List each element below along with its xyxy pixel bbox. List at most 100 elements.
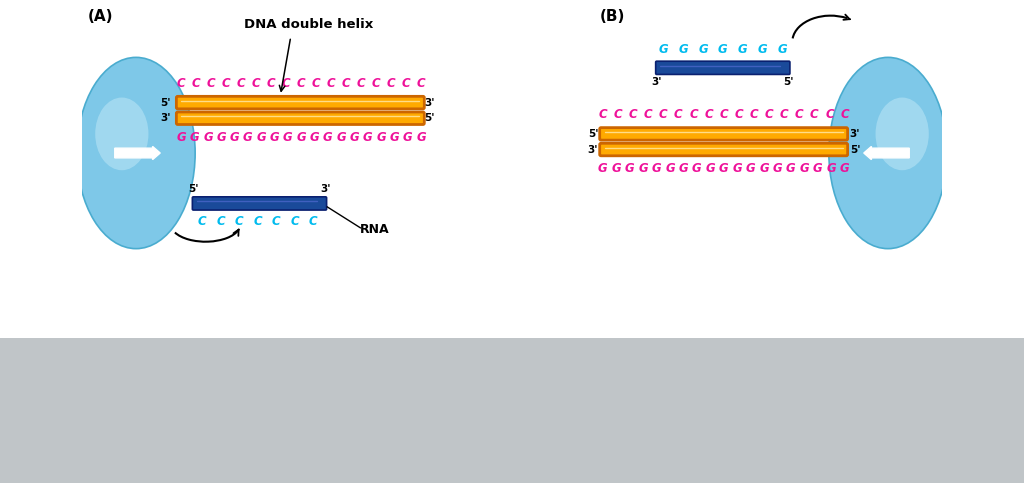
Text: C: C	[282, 77, 291, 90]
Text: G: G	[417, 131, 426, 144]
Text: G: G	[189, 131, 200, 144]
Text: C: C	[825, 108, 834, 121]
Text: an RNA polymerase that moves from
left to right makes RNA by using the
bottom st: an RNA polymerase that moves from left t…	[109, 386, 383, 435]
Ellipse shape	[77, 57, 196, 249]
Text: C: C	[417, 77, 426, 90]
FancyBboxPatch shape	[517, 342, 1019, 480]
Text: C: C	[613, 108, 623, 121]
Text: C: C	[291, 215, 299, 228]
Text: G: G	[364, 131, 373, 144]
Text: G: G	[216, 131, 226, 144]
Text: 5': 5'	[188, 184, 199, 194]
Text: G: G	[698, 43, 708, 56]
Text: G: G	[283, 131, 293, 144]
Text: RNA: RNA	[360, 223, 390, 236]
Text: C: C	[372, 77, 381, 90]
Text: 5': 5'	[425, 113, 435, 123]
Text: C: C	[387, 77, 395, 90]
FancyBboxPatch shape	[176, 96, 424, 109]
Text: 5': 5'	[783, 77, 795, 87]
Text: G: G	[377, 131, 386, 144]
FancyBboxPatch shape	[176, 112, 424, 125]
FancyBboxPatch shape	[0, 342, 497, 480]
Text: C: C	[312, 77, 321, 90]
Text: G: G	[638, 162, 648, 175]
Text: C: C	[734, 108, 743, 121]
Text: G: G	[598, 162, 607, 175]
Text: 3': 3'	[161, 113, 171, 123]
Text: C: C	[342, 77, 350, 90]
Text: 3': 3'	[425, 98, 435, 108]
Text: C: C	[841, 108, 849, 121]
Text: C: C	[267, 77, 275, 90]
Text: G: G	[229, 131, 240, 144]
FancyArrow shape	[115, 146, 160, 159]
Text: G: G	[243, 131, 253, 144]
Text: G: G	[719, 162, 728, 175]
Text: G: G	[176, 131, 186, 144]
Text: C: C	[779, 108, 788, 121]
Text: G: G	[772, 162, 782, 175]
Text: G: G	[813, 162, 822, 175]
Text: C: C	[689, 108, 697, 121]
Text: G: G	[337, 131, 346, 144]
Text: G: G	[758, 43, 767, 56]
Text: G: G	[611, 162, 621, 175]
Text: G: G	[651, 162, 662, 175]
Ellipse shape	[828, 57, 947, 249]
Text: C: C	[719, 108, 728, 121]
Text: G: G	[309, 131, 319, 144]
Text: G: G	[679, 43, 688, 56]
Text: (A): (A)	[87, 9, 113, 24]
Ellipse shape	[95, 98, 148, 170]
Text: G: G	[745, 162, 756, 175]
Text: C: C	[297, 77, 305, 90]
Text: G: G	[706, 162, 715, 175]
Text: 3': 3'	[850, 129, 860, 139]
Text: C: C	[207, 77, 215, 90]
Text: G: G	[390, 131, 399, 144]
Text: G: G	[256, 131, 266, 144]
Text: G: G	[203, 131, 213, 144]
FancyArrow shape	[864, 146, 909, 159]
Text: C: C	[234, 215, 244, 228]
Text: G: G	[759, 162, 769, 175]
FancyBboxPatch shape	[655, 61, 790, 74]
Text: G: G	[679, 162, 688, 175]
Text: G: G	[658, 43, 669, 56]
FancyBboxPatch shape	[193, 197, 327, 210]
Text: G: G	[350, 131, 359, 144]
Text: G: G	[777, 43, 786, 56]
Text: C: C	[705, 108, 713, 121]
Text: 5': 5'	[850, 144, 860, 155]
FancyBboxPatch shape	[600, 143, 848, 156]
Text: G: G	[403, 131, 413, 144]
Text: C: C	[253, 215, 262, 228]
Text: C: C	[750, 108, 758, 121]
Text: C: C	[644, 108, 652, 121]
Text: 3': 3'	[651, 77, 662, 87]
Text: C: C	[629, 108, 637, 121]
Text: G: G	[786, 162, 796, 175]
Text: C: C	[191, 77, 201, 90]
Text: 3': 3'	[321, 184, 331, 194]
Text: an RNA polymerase that moves from
right to left makes RNA by using the
top stran: an RNA polymerase that moves from right …	[631, 386, 905, 435]
Text: C: C	[795, 108, 804, 121]
Text: C: C	[765, 108, 773, 121]
Text: C: C	[216, 215, 225, 228]
Text: C: C	[401, 77, 411, 90]
FancyBboxPatch shape	[600, 128, 848, 140]
Text: C: C	[252, 77, 260, 90]
Text: G: G	[323, 131, 333, 144]
Text: G: G	[826, 162, 836, 175]
Text: C: C	[222, 77, 230, 90]
Text: C: C	[674, 108, 683, 121]
Text: G: G	[296, 131, 306, 144]
Ellipse shape	[876, 98, 929, 170]
Text: 5': 5'	[588, 129, 598, 139]
Text: C: C	[237, 77, 246, 90]
Text: G: G	[732, 162, 742, 175]
Text: C: C	[658, 108, 668, 121]
Text: G: G	[800, 162, 809, 175]
Text: C: C	[810, 108, 818, 121]
